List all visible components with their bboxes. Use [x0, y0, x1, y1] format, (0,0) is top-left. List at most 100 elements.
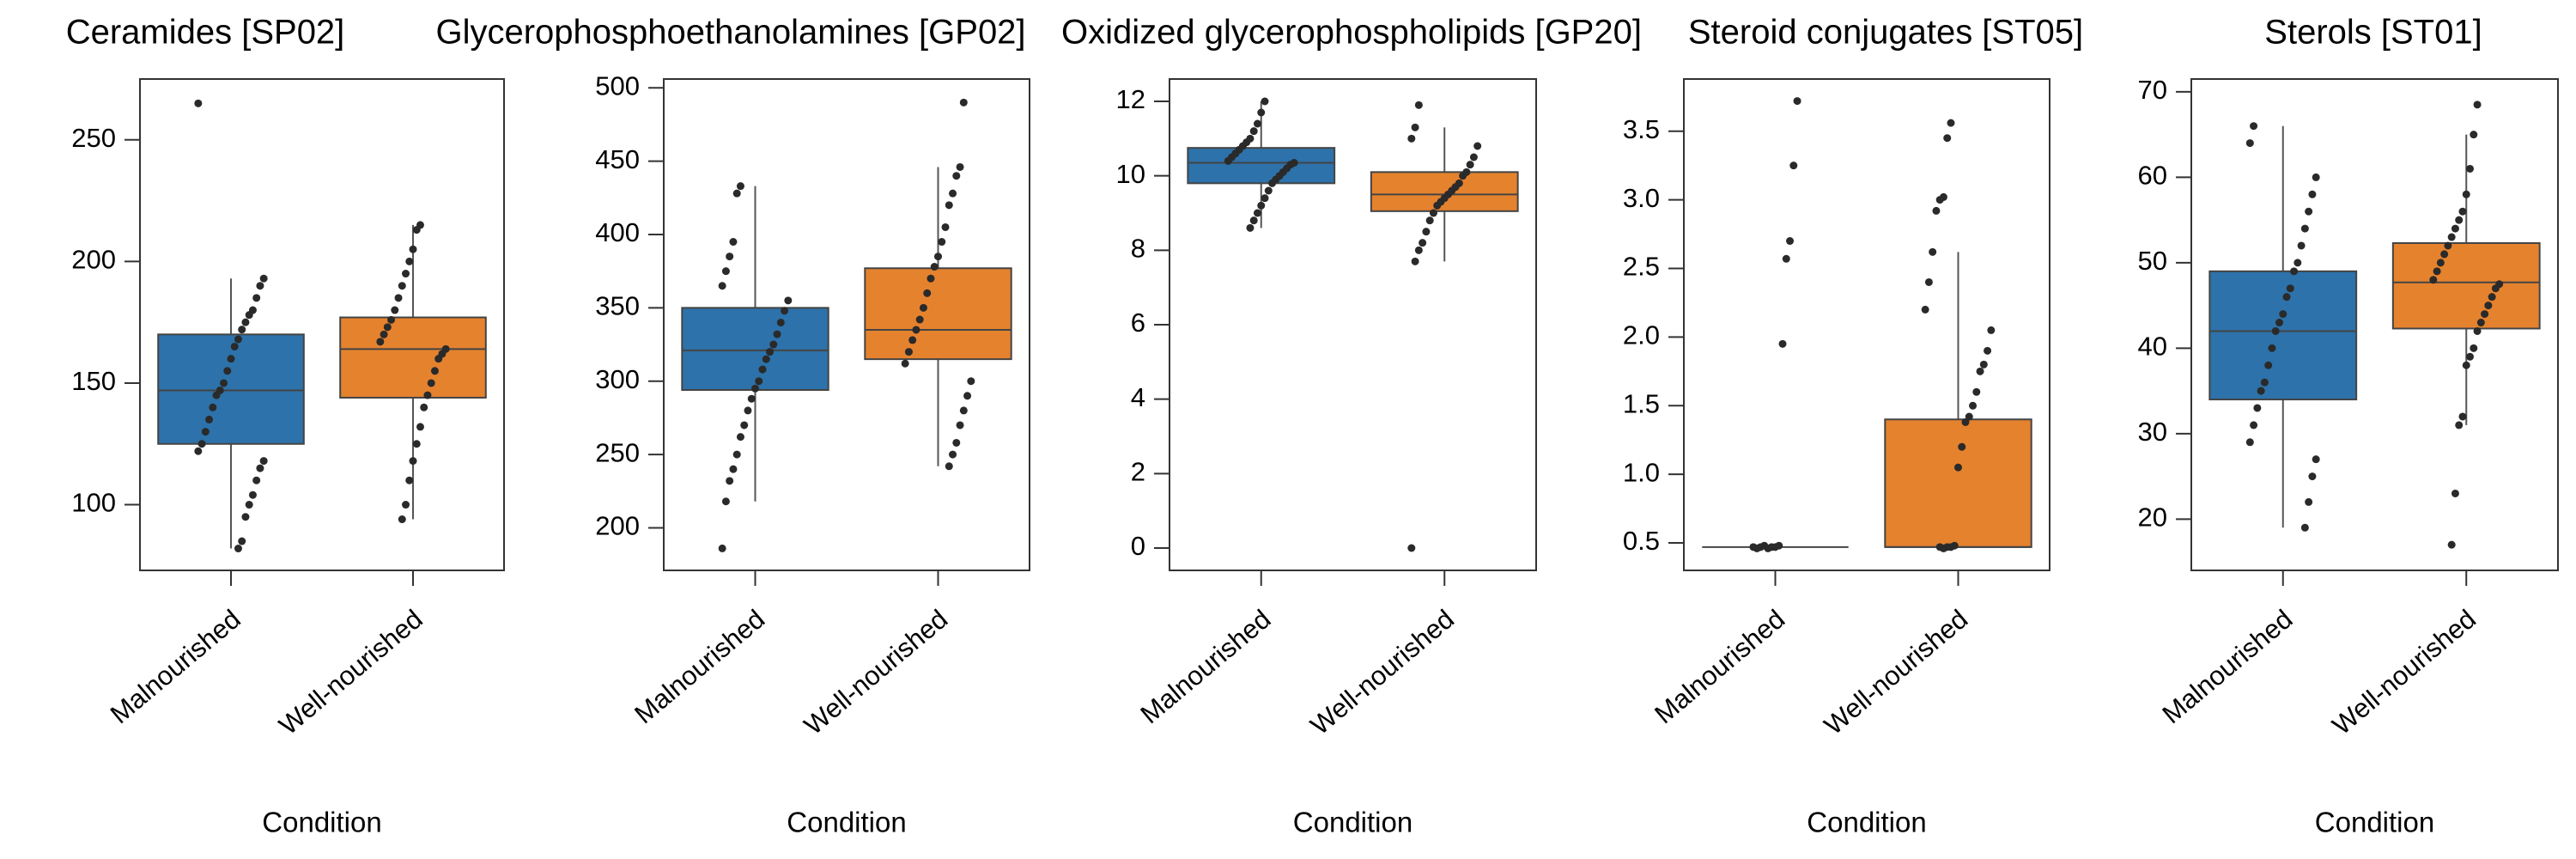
- data-point: [205, 415, 214, 423]
- x-tick-label: Malnourished: [1134, 604, 1276, 729]
- data-point: [956, 421, 964, 430]
- data-point: [1422, 228, 1431, 236]
- data-point: [949, 189, 957, 198]
- data-point: [220, 379, 228, 387]
- data-point: [963, 392, 972, 400]
- data-point: [1929, 247, 1937, 256]
- data-point: [194, 447, 203, 455]
- panel-title: Steroid conjugates [ST05]: [1688, 14, 2083, 52]
- data-point: [927, 274, 935, 283]
- y-tick-label: 2.0: [1623, 320, 1660, 350]
- data-point: [2473, 101, 2482, 109]
- data-point: [915, 315, 924, 324]
- y-tick-label: 100: [71, 488, 116, 518]
- y-tick-label: 40: [2138, 332, 2167, 362]
- y-tick-label: 3.5: [1623, 114, 1660, 144]
- x-tick-label: Malnourished: [629, 604, 770, 729]
- data-point: [1976, 367, 1984, 375]
- data-point: [245, 501, 253, 509]
- data-point: [2305, 207, 2313, 216]
- data-point: [245, 311, 253, 320]
- data-point: [2484, 302, 2493, 310]
- y-tick-label: 2.5: [1623, 252, 1660, 282]
- data-point: [945, 462, 953, 471]
- data-point: [2312, 173, 2320, 181]
- data-point: [769, 340, 778, 349]
- data-point: [2275, 319, 2283, 327]
- data-point: [2429, 276, 2438, 284]
- data-point: [2308, 472, 2317, 481]
- data-point: [1433, 201, 1442, 210]
- data-point: [1954, 463, 1962, 472]
- data-point: [2458, 412, 2467, 421]
- data-point: [2451, 224, 2459, 233]
- data-point: [1935, 543, 1944, 551]
- data-point: [758, 365, 767, 374]
- data-point: [2447, 540, 2456, 549]
- data-point: [256, 464, 264, 472]
- y-tick-label: 1.5: [1623, 388, 1660, 418]
- data-point: [938, 238, 946, 247]
- data-point: [197, 440, 206, 448]
- data-point: [2455, 421, 2464, 430]
- data-point: [2458, 207, 2467, 216]
- data-point: [1425, 216, 1434, 225]
- data-point: [387, 315, 396, 324]
- data-point: [1224, 156, 1232, 165]
- data-point: [2462, 190, 2470, 198]
- data-point: [941, 222, 950, 231]
- panel: Steroid conjugates [ST05] 0.5 1.0 1.5 2.0 2.5…: [1623, 14, 2083, 838]
- data-point: [2470, 131, 2478, 139]
- data-point: [1469, 153, 1478, 161]
- y-tick-label: 2: [1131, 457, 1145, 487]
- data-point: [2451, 489, 2459, 497]
- data-point: [729, 465, 738, 473]
- data-point: [919, 303, 927, 312]
- data-point: [1261, 194, 1269, 203]
- panel: Sterols [ST01] 20 30 40 50 60 70 Malnourished We…: [2138, 14, 2559, 838]
- data-point: [2466, 164, 2475, 173]
- data-point: [1932, 206, 1941, 215]
- data-point: [412, 440, 421, 448]
- data-point: [1961, 417, 1970, 426]
- data-point: [747, 394, 756, 403]
- plot-frame: [2190, 78, 2559, 571]
- data-point: [2290, 267, 2299, 276]
- data-point: [732, 189, 741, 198]
- box: [2208, 270, 2358, 401]
- data-point: [736, 433, 744, 442]
- x-tick-label: Well-nourished: [799, 604, 953, 740]
- data-point: [952, 438, 961, 447]
- data-point: [732, 450, 741, 459]
- y-tick-label: 350: [595, 291, 640, 321]
- y-tick-label: 6: [1131, 308, 1145, 338]
- data-point: [398, 515, 406, 524]
- data-point: [959, 406, 968, 415]
- data-point: [1778, 339, 1787, 348]
- panel: Ceramides [SP02] 100 150 200 250 Malnourished…: [66, 14, 505, 838]
- y-tick-label: 250: [71, 123, 116, 153]
- panel-title: Oxidized glycerophospholipids [GP20]: [1061, 14, 1642, 52]
- data-point: [1972, 387, 1981, 396]
- y-tick-label: 12: [1116, 84, 1145, 114]
- data-point: [2268, 344, 2276, 352]
- y-tick-label: 400: [595, 217, 640, 247]
- data-point: [201, 428, 210, 436]
- box: [1370, 171, 1519, 212]
- data-point: [209, 403, 217, 411]
- data-point: [967, 377, 975, 386]
- data-point: [241, 513, 250, 521]
- data-point: [1246, 223, 1255, 232]
- data-point: [934, 253, 942, 261]
- data-point: [2253, 404, 2262, 412]
- data-point: [409, 457, 417, 466]
- box: [1884, 418, 2032, 548]
- data-point: [1261, 97, 1269, 106]
- data-point: [380, 330, 388, 338]
- data-point: [956, 162, 964, 171]
- data-point: [1411, 123, 1419, 131]
- data-point: [1786, 237, 1795, 246]
- panel-title: Glycerophosphoethanolamines [GP02]: [435, 14, 1025, 52]
- data-point: [256, 282, 264, 290]
- data-point: [1984, 346, 1992, 355]
